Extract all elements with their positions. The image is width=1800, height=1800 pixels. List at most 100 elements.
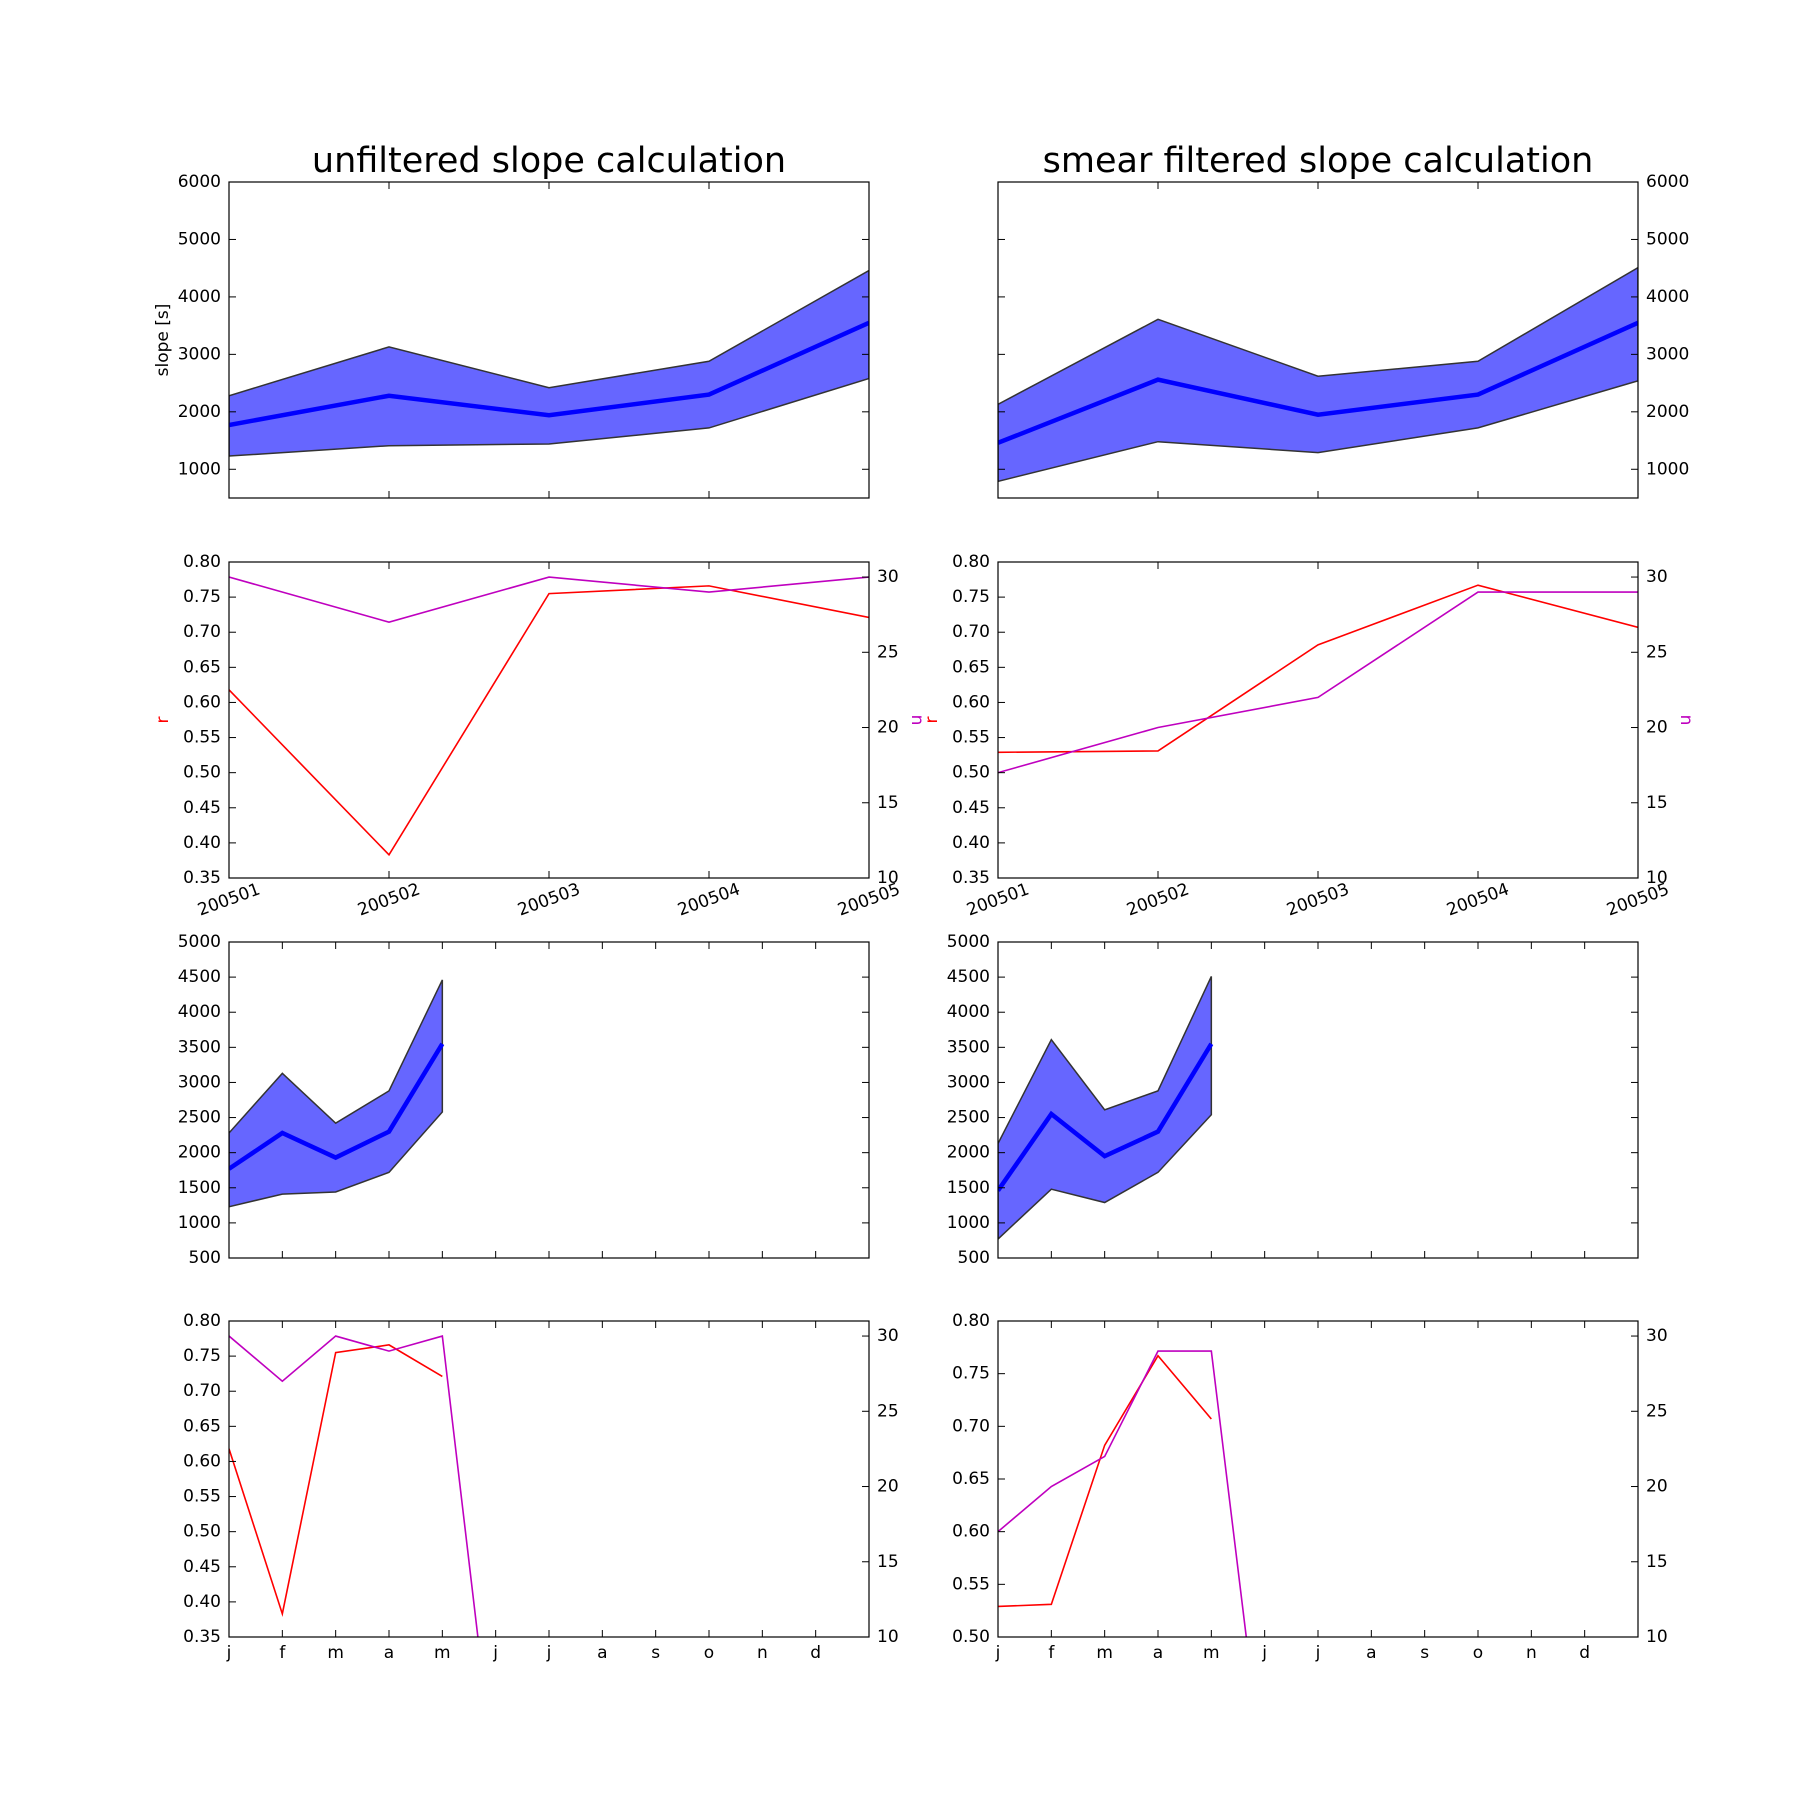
- axes-frame: [997, 561, 1639, 879]
- y-tick-label: 500: [958, 1248, 990, 1268]
- band-area: [229, 269, 869, 457]
- y2-tick-label: 15: [1646, 793, 1668, 813]
- y2-axis-label: n: [907, 715, 927, 726]
- plot-area: [229, 269, 869, 457]
- y-tick-label: 0.65: [952, 1469, 990, 1489]
- y2-tick-label: 10: [1646, 1627, 1668, 1647]
- x-tick-label: o: [1473, 1643, 1483, 1663]
- y2-tick-label: 30: [877, 567, 899, 587]
- y-tick-label: 0.50: [952, 1627, 990, 1647]
- y-tick-label: 0.55: [183, 728, 221, 748]
- plot-area: [998, 1350, 1248, 1637]
- y-tick-label: 3500: [947, 1037, 990, 1057]
- y-tick-label: 0.70: [183, 622, 221, 642]
- x-tick-label: n: [1526, 1643, 1537, 1663]
- y2-tick-label: 25: [877, 642, 899, 662]
- series-line: [229, 576, 869, 624]
- x-tick-label: a: [1366, 1643, 1376, 1663]
- y-tick-label: 1000: [178, 1213, 221, 1233]
- y-tick-label: 0.60: [183, 692, 221, 712]
- y-tick-label: 0.75: [183, 1346, 221, 1366]
- y-tick-label: 0.80: [183, 1311, 221, 1331]
- x-tick-label: 200503: [515, 880, 583, 921]
- y-tick-label: 0.70: [183, 1381, 221, 1401]
- y-tick-label: 0.65: [183, 657, 221, 677]
- plot-area: [998, 976, 1214, 1241]
- y-tick-label: 0.65: [952, 657, 990, 677]
- y-tick-label: 4000: [1646, 287, 1689, 307]
- x-tick-label: m: [1203, 1643, 1220, 1663]
- mean-line: [998, 320, 1638, 445]
- y-tick-label: 0.35: [183, 868, 221, 888]
- x-tick-label: n: [757, 1643, 768, 1663]
- x-tick-label: j: [546, 1643, 552, 1663]
- y-tick-label: 2000: [178, 402, 221, 422]
- y2-tick-label: 25: [1646, 642, 1668, 662]
- y-tick-label: 0.80: [952, 552, 990, 572]
- y-tick-label: 3000: [1646, 344, 1689, 364]
- x-tick-label: f: [279, 1643, 286, 1663]
- y-tick-label: 4000: [178, 1002, 221, 1022]
- y-tick-label: 0.50: [952, 763, 990, 783]
- x-tick-label: j: [226, 1643, 232, 1663]
- mean-line: [229, 320, 869, 428]
- x-tick-label: a: [384, 1643, 394, 1663]
- y2-tick-label: 15: [877, 793, 899, 813]
- y2-tick-label: 20: [1646, 1477, 1668, 1497]
- y2-tick-label: 30: [1646, 1326, 1668, 1346]
- y-tick-label: 0.45: [952, 798, 990, 818]
- axes-frame: [997, 1320, 1639, 1638]
- y-tick-label: 3500: [178, 1037, 221, 1057]
- plot-area: [998, 584, 1638, 774]
- y-tick-label: 1500: [178, 1178, 221, 1198]
- series-line: [998, 591, 1638, 774]
- axes-frame: [997, 181, 1639, 499]
- y-tick-label: 2000: [947, 1143, 990, 1163]
- y-tick-label: 4000: [947, 1002, 990, 1022]
- x-tick-label: j: [995, 1643, 1001, 1663]
- y-tick-label: 5000: [1646, 229, 1689, 249]
- y2-tick-label: 10: [877, 868, 899, 888]
- y2-tick-label: 10: [1646, 868, 1668, 888]
- y2-tick-label: 20: [1646, 718, 1668, 738]
- x-tick-label: j: [1315, 1643, 1321, 1663]
- axes-frame: [228, 561, 870, 879]
- axes-frame: [228, 941, 870, 1259]
- y-tick-label: 5000: [178, 932, 221, 952]
- x-tick-label: 200502: [355, 880, 423, 921]
- y-tick-label: 0.45: [183, 798, 221, 818]
- y2-tick-label: 15: [877, 1552, 899, 1572]
- y-tick-label: 0.80: [952, 1311, 990, 1331]
- mean-line: [998, 1042, 1214, 1192]
- y2-tick-label: 30: [877, 1326, 899, 1346]
- y-tick-label: 0.40: [183, 833, 221, 853]
- x-tick-label: o: [704, 1643, 714, 1663]
- y2-tick-label: 25: [877, 1401, 899, 1421]
- x-tick-label: d: [810, 1643, 821, 1663]
- x-tick-label: j: [1261, 1643, 1267, 1663]
- series-line: [229, 1335, 479, 1637]
- series-line: [998, 584, 1638, 754]
- y2-axis-label: n: [1676, 715, 1696, 726]
- series-line: [998, 1354, 1212, 1608]
- y-tick-label: 1500: [947, 1178, 990, 1198]
- y-tick-label: 2500: [947, 1108, 990, 1128]
- y-tick-label: 3000: [947, 1072, 990, 1092]
- y2-tick-label: 20: [877, 718, 899, 738]
- y-tick-label: 3000: [178, 1072, 221, 1092]
- y-tick-label: 4500: [178, 967, 221, 987]
- y-tick-label: 500: [189, 1248, 221, 1268]
- y-tick-label: 1000: [1646, 459, 1689, 479]
- y-tick-label: 0.40: [952, 833, 990, 853]
- y-tick-label: 0.70: [952, 622, 990, 642]
- y2-tick-label: 25: [1646, 1401, 1668, 1421]
- y-tick-label: 1000: [947, 1213, 990, 1233]
- plot-area: [229, 1335, 479, 1637]
- series-line: [998, 1350, 1248, 1637]
- y-tick-label: 0.55: [952, 728, 990, 748]
- x-tick-label: a: [597, 1643, 607, 1663]
- x-tick-label: 200502: [1124, 880, 1192, 921]
- y-tick-label: 2500: [178, 1108, 221, 1128]
